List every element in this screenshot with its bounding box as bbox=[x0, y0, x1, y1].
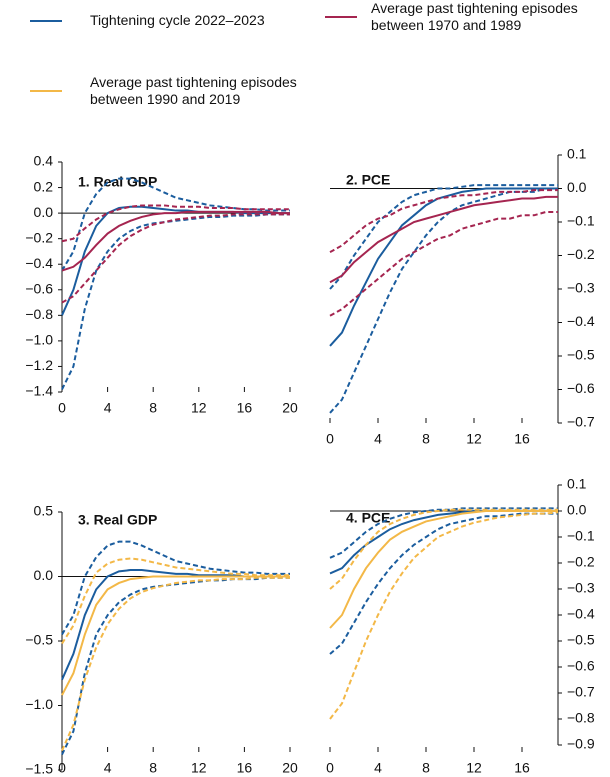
band-line bbox=[329, 507, 558, 559]
legend-label: Average past tightening episodes between… bbox=[371, 0, 578, 33]
band-line bbox=[329, 508, 558, 590]
series-line bbox=[61, 205, 290, 316]
y-tick-label: −0.6 bbox=[567, 380, 595, 396]
band-line bbox=[61, 576, 290, 755]
band-line bbox=[61, 540, 290, 636]
y-tick-label: −0.1 bbox=[567, 213, 595, 229]
y-tick-label: −0.7 bbox=[567, 684, 595, 700]
band-line bbox=[61, 213, 290, 390]
band-line bbox=[329, 210, 558, 317]
band-line bbox=[329, 189, 558, 254]
band-line bbox=[329, 184, 558, 290]
y-tick-label: −0.6 bbox=[25, 280, 53, 296]
y-tick-label: −0.9 bbox=[567, 736, 595, 752]
y-tick-label: −1.5 bbox=[25, 761, 53, 777]
y-tick-label: −0.3 bbox=[567, 580, 595, 596]
y-tick-label: −0.3 bbox=[567, 280, 595, 296]
y-tick-label: 0.0 bbox=[567, 502, 587, 518]
x-tick-label: 16 bbox=[514, 760, 530, 776]
x-tick-label: 8 bbox=[422, 760, 430, 776]
series-line bbox=[61, 575, 290, 696]
y-tick-label: 0.0 bbox=[567, 179, 587, 195]
y-tick-label: −0.5 bbox=[25, 632, 53, 648]
legend-swatch bbox=[30, 90, 62, 92]
x-tick-label: 8 bbox=[422, 431, 430, 447]
x-tick-label: 20 bbox=[282, 400, 298, 416]
y-tick-label: 0.1 bbox=[567, 476, 587, 492]
y-tick-label: −0.8 bbox=[567, 710, 595, 726]
x-tick-label: 16 bbox=[514, 431, 530, 447]
y-tick-label: −0.7 bbox=[567, 414, 595, 430]
y-tick-label: −0.5 bbox=[567, 632, 595, 648]
x-tick-label: 16 bbox=[237, 400, 253, 416]
band-line bbox=[61, 576, 290, 752]
y-tick-label: 0.0 bbox=[34, 204, 54, 220]
x-tick-label: 8 bbox=[149, 760, 157, 776]
y-tick-label: 0.4 bbox=[34, 153, 54, 169]
y-tick-label: −0.2 bbox=[567, 554, 595, 570]
band-line bbox=[329, 512, 558, 655]
x-tick-label: 4 bbox=[104, 760, 112, 776]
legend-entry: Average past tightening episodes between… bbox=[325, 0, 605, 34]
x-tick-label: 0 bbox=[326, 760, 334, 776]
y-tick-label: −1.0 bbox=[25, 332, 53, 348]
y-tick-label: −0.4 bbox=[567, 313, 595, 329]
y-tick-label: −0.5 bbox=[567, 347, 595, 363]
y-tick-label: 0.2 bbox=[34, 178, 54, 194]
panel-title: 3. Real GDP bbox=[78, 512, 157, 528]
x-tick-label: 0 bbox=[58, 760, 66, 776]
y-tick-label: −1.0 bbox=[25, 696, 53, 712]
legend-swatch bbox=[325, 16, 357, 18]
y-tick-label: −0.2 bbox=[25, 229, 53, 245]
legend-entry: Tightening cycle 2022–2023 bbox=[30, 12, 310, 29]
x-tick-label: 16 bbox=[237, 760, 253, 776]
legend-swatch bbox=[30, 19, 62, 22]
series-line bbox=[329, 187, 558, 347]
x-tick-label: 12 bbox=[191, 400, 207, 416]
legend-entry: Average past tightening episodes between… bbox=[30, 74, 320, 108]
y-tick-label: −0.4 bbox=[25, 255, 53, 271]
x-tick-label: 12 bbox=[466, 760, 482, 776]
y-tick-label: −0.6 bbox=[567, 658, 595, 674]
y-tick-label: −0.2 bbox=[567, 246, 595, 262]
x-tick-label: 4 bbox=[374, 760, 382, 776]
band-line bbox=[329, 511, 559, 720]
y-tick-label: 0.0 bbox=[34, 567, 54, 583]
series-line bbox=[61, 569, 290, 681]
y-tick-label: 0.1 bbox=[567, 146, 587, 162]
x-tick-label: 8 bbox=[149, 400, 157, 416]
x-tick-label: 4 bbox=[374, 431, 382, 447]
y-tick-label: −0.4 bbox=[567, 606, 595, 622]
series-line bbox=[329, 195, 558, 284]
legend-label: Tightening cycle 2022–2023 bbox=[90, 12, 265, 28]
x-tick-label: 0 bbox=[58, 400, 66, 416]
y-tick-label: −0.1 bbox=[567, 528, 595, 544]
y-tick-label: 0.5 bbox=[34, 503, 54, 519]
series-line bbox=[61, 210, 290, 272]
series-line bbox=[329, 510, 558, 629]
y-tick-label: −0.8 bbox=[25, 306, 53, 322]
y-tick-label: −1.2 bbox=[25, 357, 53, 373]
panel-title: 1. Real GDP bbox=[78, 174, 157, 190]
band-line bbox=[61, 557, 290, 645]
x-tick-label: 4 bbox=[104, 400, 112, 416]
band-line bbox=[329, 187, 558, 414]
y-tick-label: −1.4 bbox=[25, 383, 53, 399]
x-tick-label: 12 bbox=[191, 760, 207, 776]
x-tick-label: 0 bbox=[326, 431, 334, 447]
x-tick-label: 20 bbox=[282, 760, 298, 776]
legend-label: Average past tightening episodes between… bbox=[90, 74, 297, 107]
x-tick-label: 12 bbox=[466, 431, 482, 447]
band-line bbox=[61, 213, 290, 304]
panel-title: 2. PCE bbox=[346, 172, 390, 188]
band-line bbox=[61, 204, 290, 243]
panel-title: 4. PCE bbox=[346, 510, 390, 526]
